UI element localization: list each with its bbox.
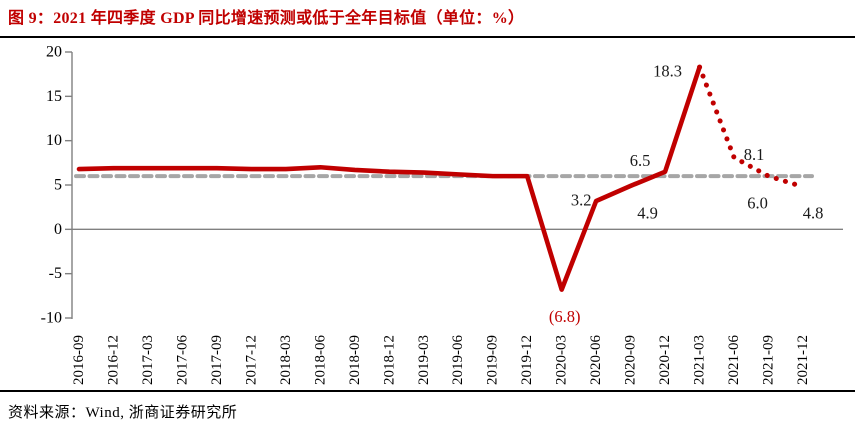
point-label: 18.3 <box>653 62 682 81</box>
x-axis-label: 2020-09 <box>623 335 639 385</box>
gdp-growth-line-chart: 20 15 10 5 0 -5 -10 2016-09 2016-12 2017-03 2017-0… <box>41 44 843 385</box>
x-axis-label: 2017-06 <box>174 335 190 385</box>
y-axis-label: 15 <box>46 88 62 105</box>
x-axis-label: 2017-03 <box>140 335 156 385</box>
figure-title: 图 9：2021 年四季度 GDP 同比增速预测或低于全年目标值（单位：%） <box>8 10 525 27</box>
title-divider <box>0 36 855 38</box>
x-axis-label: 2021-03 <box>692 335 708 385</box>
x-axis-label: 2017-12 <box>243 335 259 385</box>
point-label: 4.8 <box>803 203 824 222</box>
y-axis-label: 5 <box>54 177 62 194</box>
x-axis-label: 2018-12 <box>381 335 397 385</box>
forecast-series-line <box>697 64 806 190</box>
point-label: 8.1 <box>744 145 765 164</box>
point-label: (6.8) <box>549 307 581 326</box>
point-label: 3.2 <box>571 190 592 209</box>
x-axis-label: 2019-06 <box>450 335 466 385</box>
x-axis-label: 2018-06 <box>312 335 328 385</box>
x-axis-label: 2020-06 <box>588 335 604 385</box>
x-axis-label: 2019-12 <box>519 335 535 385</box>
chart-divider <box>0 390 855 392</box>
y-axis-label: 0 <box>54 221 62 238</box>
point-label: 4.9 <box>637 203 658 222</box>
x-axis-label: 2021-06 <box>726 335 742 385</box>
x-axis-label: 2021-09 <box>761 335 777 385</box>
source-note: 资料来源：Wind, 浙商证券研究所 <box>8 405 238 421</box>
x-axis-label: 2016-12 <box>105 335 121 385</box>
y-axis-label: 20 <box>46 44 62 61</box>
x-axis-label: 2021-12 <box>795 335 811 385</box>
x-axis-label: 2020-12 <box>657 335 673 385</box>
y-axis-label: 10 <box>46 132 62 149</box>
x-axis-label: 2018-03 <box>278 335 294 385</box>
point-label: 6.5 <box>630 151 651 170</box>
x-axis-label: 2020-03 <box>554 335 570 385</box>
y-axis-label: -10 <box>41 310 62 327</box>
x-axis-label: 2017-09 <box>209 335 225 385</box>
y-axis-label: -5 <box>49 265 62 282</box>
x-axis-label: 2016-09 <box>71 335 87 385</box>
x-axis-label: 2019-09 <box>485 335 501 385</box>
actual-series-line <box>76 64 702 292</box>
x-axis-label: 2018-09 <box>347 335 363 385</box>
point-label: 6.0 <box>747 194 768 213</box>
x-axis-label: 2019-03 <box>416 335 432 385</box>
